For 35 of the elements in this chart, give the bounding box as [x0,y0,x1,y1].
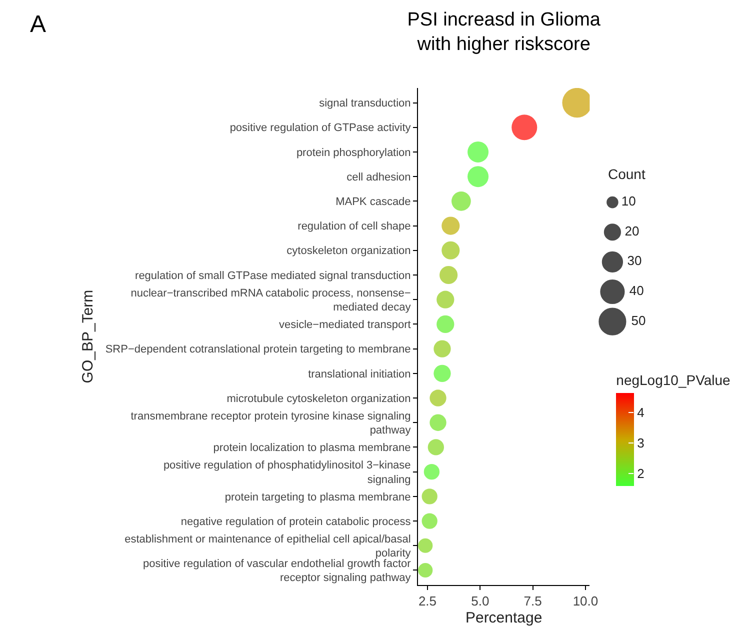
y-tick-label: regulation of small GTPase mediated signal transduction [135,270,411,282]
y-tick-label: protein phosphorylation [296,146,411,159]
color-bar-label: 4 [637,404,644,420]
y-tick-label: positive regulation of GTPase activity [230,122,412,134]
y-tick-label: cell adhesion [346,171,411,184]
x-tick-label: 5.0 [471,594,490,609]
y-tick-label: protein targeting to plasma membrane [224,491,411,504]
y-tick-label: cytoskeleton organization [286,245,411,258]
legend-label: 40 [629,283,644,298]
y-tick-label: signal transduction [319,98,411,110]
y-tick-label: SRP−dependent cotranslational protein targeting to membrane [105,344,411,356]
x-tick-label: 10.0 [572,594,598,609]
chart-title: PSI increasd in Glioma with higher riskscore [407,9,601,56]
legend-label: 20 [624,223,640,238]
y-tick-label: negative regulation of protein catabolic process [180,516,412,528]
text: A [30,11,46,38]
y-tick-label: vesicle−mediated transport [279,319,411,332]
legend-label: 30 [627,253,642,268]
legend-label: 50 [631,312,646,328]
x-axis-title: Percentage [465,610,542,627]
x-tick-label: 7.5 [524,594,542,609]
y-tick-label: protein localization to plasma membrane [213,442,411,454]
legend-label: 10 [621,194,636,209]
color-bar-label: 2 [637,466,644,481]
color-bar-label: 3 [637,435,644,450]
y-tick-label: translational initiation [308,368,411,380]
color-bar-title: negLog10_PValue [616,372,731,388]
y-tick-label: regulation of cell shape [298,220,411,233]
y-tick-label: establishment or maintenance of epithelial cell apical/basal polarity [124,533,412,560]
y-tick-label: microtubule cytoskeleton organization [226,392,411,405]
legend-title: Count [608,166,646,182]
y-tick-label: positive regulation of vascular endothelial growth factor receptor signaling pathway [142,558,412,584]
x-tick-label: 2.5 [418,594,437,609]
y-axis-title: GO_BP_Term [80,290,97,384]
y-tick-label: MAPK cascade [336,196,411,208]
